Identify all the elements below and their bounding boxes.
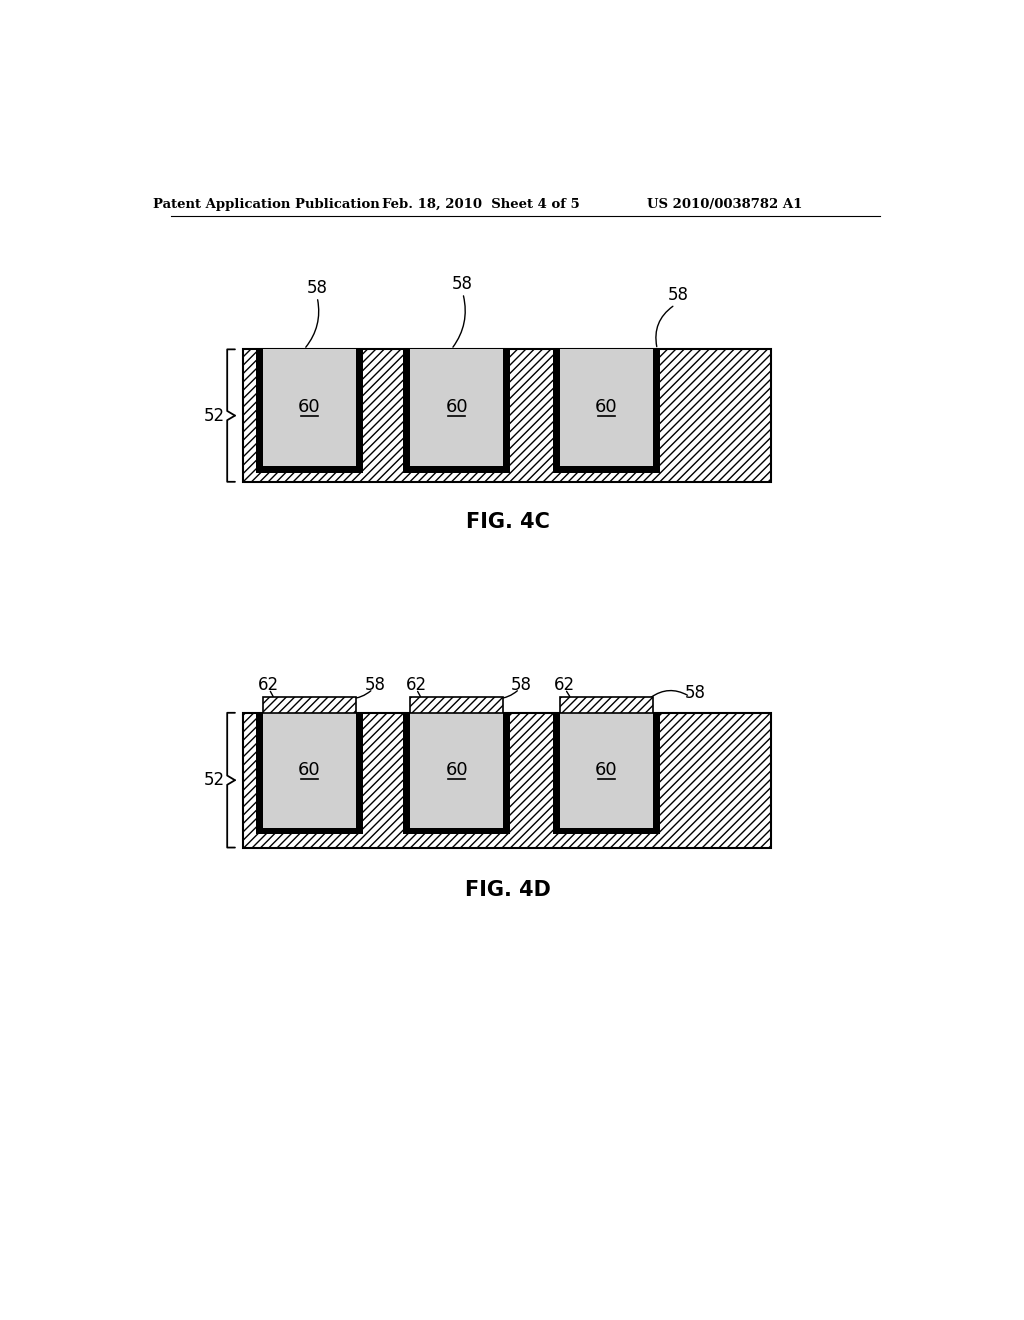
Text: 60: 60 <box>298 762 321 779</box>
Bar <box>410 350 503 466</box>
Bar <box>560 350 652 466</box>
Text: 58: 58 <box>684 684 706 702</box>
Text: 52: 52 <box>204 771 225 789</box>
Bar <box>243 350 771 482</box>
Text: 58: 58 <box>452 275 473 293</box>
Text: 62: 62 <box>258 676 280 694</box>
Bar <box>256 350 362 473</box>
Text: FIG. 4C: FIG. 4C <box>466 512 550 532</box>
Bar <box>403 713 510 834</box>
Text: 52: 52 <box>204 407 225 425</box>
Bar <box>243 713 771 847</box>
Text: 58: 58 <box>669 286 689 305</box>
Bar <box>553 350 659 473</box>
Text: FIG. 4D: FIG. 4D <box>465 880 551 900</box>
Text: 62: 62 <box>554 676 575 694</box>
Text: 60: 60 <box>445 399 468 417</box>
Text: 60: 60 <box>595 762 617 779</box>
Bar <box>560 697 652 713</box>
Text: Feb. 18, 2010  Sheet 4 of 5: Feb. 18, 2010 Sheet 4 of 5 <box>382 198 580 211</box>
Text: 60: 60 <box>298 399 321 417</box>
Text: 58: 58 <box>365 676 385 694</box>
Bar <box>263 697 356 713</box>
Text: 58: 58 <box>511 676 531 694</box>
Bar <box>263 350 356 466</box>
Bar <box>410 697 503 713</box>
Bar <box>410 713 503 828</box>
Text: 62: 62 <box>406 676 427 694</box>
Text: 60: 60 <box>445 762 468 779</box>
Text: 58: 58 <box>306 279 328 297</box>
Bar <box>560 713 652 828</box>
Text: US 2010/0038782 A1: US 2010/0038782 A1 <box>647 198 803 211</box>
Bar <box>256 713 362 834</box>
Text: 60: 60 <box>595 399 617 417</box>
Text: Patent Application Publication: Patent Application Publication <box>153 198 379 211</box>
Bar <box>263 713 356 828</box>
Bar <box>403 350 510 473</box>
Bar <box>553 713 659 834</box>
